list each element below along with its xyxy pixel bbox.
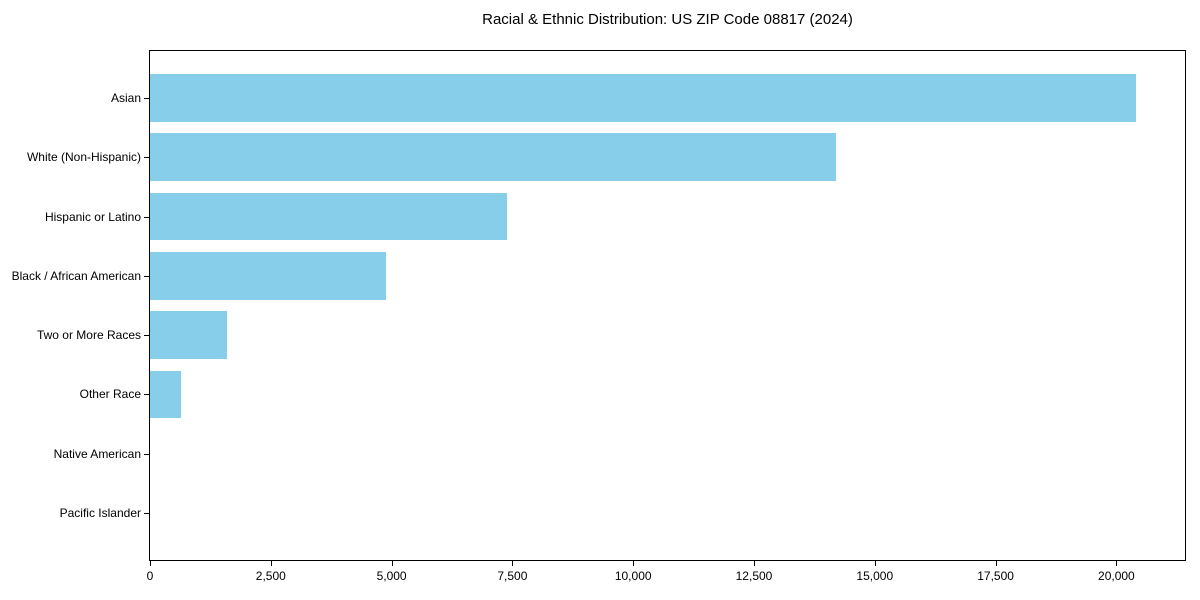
x-axis: 0 2,500 5,000 7,500 10,000 12,500 15,000 17,500… [146, 561, 1185, 593]
x-tick-label: 2,500 [255, 569, 286, 583]
x-tick [1116, 561, 1118, 566]
x-tick [150, 561, 151, 566]
x-tick-label: 12,500 [735, 569, 773, 583]
bar-other-race [150, 370, 181, 419]
bar-hispanic-or-latino [150, 192, 507, 241]
y-tick-label: Other Race [79, 387, 141, 402]
x-tick [633, 561, 635, 566]
y-tick-label: Two or More Races [36, 328, 141, 343]
x-tick-label: 20,000 [1098, 569, 1135, 583]
bar-two-or-more-races [150, 311, 227, 359]
plot-area [149, 50, 1186, 561]
chart-title: Racial & Ethnic Distribution: US ZIP Cod… [482, 11, 853, 28]
y-tick [144, 97, 149, 99]
y-tick [144, 157, 149, 159]
x-tick [270, 561, 272, 566]
x-tick-label: 15,000 [856, 569, 894, 583]
y-axis: Asian White (Non-Hispanic) Hispanic or Lat… [0, 51, 149, 560]
x-tick [391, 561, 393, 566]
x-tick-label: 17,500 [977, 569, 1014, 583]
bar-black-african-american [150, 252, 386, 300]
y-tick-label: Asian [110, 90, 141, 105]
y-tick-label: White (Non-Hispanic) [26, 150, 141, 165]
x-tick [995, 561, 997, 566]
y-tick-label: Pacific Islander [59, 506, 141, 521]
y-tick [144, 275, 149, 277]
y-tick-label: Black / African American [11, 268, 141, 283]
y-tick [144, 513, 149, 515]
x-tick [512, 561, 514, 566]
y-tick [144, 453, 149, 455]
y-tick-label: Hispanic or Latino [44, 209, 141, 224]
x-tick [753, 561, 755, 566]
x-tick [874, 561, 876, 566]
bar-white-non-hispanic [150, 133, 837, 181]
y-tick-label: Native American [53, 446, 141, 461]
x-tick-label: 10,000 [614, 569, 652, 583]
x-tick-label: 7,500 [497, 569, 528, 583]
y-tick [144, 394, 149, 396]
x-tick-label: 0 [146, 569, 154, 583]
y-tick [144, 216, 149, 218]
x-tick-label: 5,000 [376, 569, 407, 583]
y-tick [144, 335, 149, 337]
bar-asian [150, 74, 1136, 122]
